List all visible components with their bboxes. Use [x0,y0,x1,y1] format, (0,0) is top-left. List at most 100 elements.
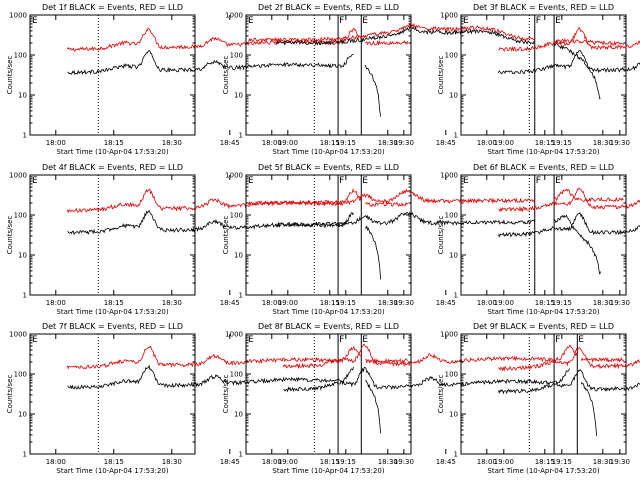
x-tick-label: 19:30 [610,299,630,307]
x-tick-label: 18:15 [320,299,340,307]
events-curve [553,214,601,275]
x-axis-label: Start Time (10-Apr-04 17:53:20) [56,308,168,316]
marker-label: E [248,176,254,186]
events-curve [498,212,640,238]
lld-curve [365,201,409,208]
events-curve [553,42,601,100]
x-tick-label: 18:15 [104,139,124,147]
panel-title: Det 7f BLACK = Events, RED = LLD [42,322,183,331]
x-tick-label: 18:45 [220,458,240,466]
plot-frame [245,333,412,455]
plot-frame [29,174,196,296]
x-tick-label: 18:30 [162,139,182,147]
marker-label: E [32,176,38,186]
marker-label: F [339,176,344,186]
chart-panel-8: Det 8f BLACK = Events, RED = LLD 1 10 100 10… [222,322,630,475]
x-tick-label: 18:45 [436,458,456,466]
x-tick-label: 18:30 [378,299,398,307]
x-tick-label: 18:00 [477,458,497,466]
lld-curve [67,27,362,52]
marker-label: E [248,16,254,26]
x-axis-label: Start Time (10-Apr-04 17:53:20) [272,467,384,475]
lld-curve [365,357,408,365]
x-tick-label: 18:45 [220,139,240,147]
marker-label: E [463,335,469,345]
y-tick-label: 1 [23,292,27,300]
y-tick-label: 10 [234,92,243,100]
x-tick-label: 18:00 [477,139,497,147]
y-tick-label: 10 [449,92,458,100]
x-tick-label: 18:30 [378,458,398,466]
y-axis-label: Counts/sec [6,375,14,414]
y-tick-label: 100 [445,52,458,60]
y-tick-label: 1 [454,451,458,459]
x-axis-label: Start Time (10-Apr-04 17:53:20) [272,308,384,316]
lld-curve [498,347,640,372]
marker-label: E [463,16,469,26]
chart-panel-3: Det 3f BLACK = Events, RED = LLD 1 10 100 10… [437,3,640,156]
y-tick-label: 100 [14,212,27,220]
events-curve [275,25,535,46]
y-tick-label: 1 [239,451,243,459]
y-tick-label: 10 [18,92,27,100]
marker-label: F [536,16,541,26]
x-tick-label: 19:15 [552,299,572,307]
plot-frame [245,14,412,136]
plot-frame [460,174,627,296]
marker-label: E [555,176,561,186]
x-tick-label: 18:15 [535,458,555,466]
x-axis-label: Start Time (10-Apr-04 17:53:20) [487,308,599,316]
panel-title: Det 2f BLACK = Events, RED = LLD [258,3,399,12]
panel-title: Det 1f BLACK = Events, RED = LLD [42,3,183,12]
y-axis-label: Counts/sec [437,375,445,414]
x-tick-label: 19:15 [552,139,572,147]
y-tick-label: 10 [234,411,243,419]
events-curve [364,64,381,117]
y-tick-label: 1000 [440,12,458,20]
x-tick-label: 18:15 [320,458,340,466]
lld-curve [553,188,624,203]
x-tick-label: 19:30 [394,458,414,466]
events-curve [364,224,381,280]
panel-title: Det 4f BLACK = Events, RED = LLD [42,163,183,172]
x-tick-label: 18:45 [220,299,240,307]
x-tick-label: 18:00 [46,458,66,466]
x-tick-label: 18:15 [535,139,555,147]
y-axis-label: Counts/sec [6,216,14,255]
y-tick-label: 1000 [225,12,243,20]
y-tick-label: 100 [230,212,243,220]
panel-title: Det 6f BLACK = Events, RED = LLD [473,163,614,172]
y-tick-label: 10 [449,252,458,260]
x-tick-label: 18:30 [593,139,613,147]
chart-panel-1: Det 1f BLACK = Events, RED = LLD 1 10 100 10… [6,3,414,156]
x-axis-label: Start Time (10-Apr-04 17:53:20) [487,467,599,475]
y-tick-label: 1000 [225,172,243,180]
x-tick-label: 18:30 [378,139,398,147]
x-tick-label: 19:00 [278,139,298,147]
marker-label: F [339,335,344,345]
y-tick-label: 1000 [9,12,27,20]
panel-title: Det 3f BLACK = Events, RED = LLD [473,3,614,12]
plot-frame [460,14,627,136]
x-tick-label: 18:30 [162,458,182,466]
panel-title: Det 5f BLACK = Events, RED = LLD [258,163,399,172]
marker-label: E [32,16,38,26]
marker-label: E [578,335,584,345]
lld-curve [67,345,362,370]
chart-panel-9: Det 9f BLACK = Events, RED = LLD 1 10 100 10… [437,322,640,475]
plot-frame [460,333,627,455]
panel-title: Det 8f BLACK = Events, RED = LLD [258,322,399,331]
chart-panel-5: Det 5f BLACK = Events, RED = LLD 1 10 100 10… [222,163,630,316]
y-tick-label: 1000 [225,331,243,339]
x-tick-label: 19:15 [336,458,356,466]
x-tick-label: 19:15 [336,299,356,307]
y-tick-label: 100 [230,371,243,379]
plot-frame [29,333,196,455]
y-tick-label: 100 [230,52,243,60]
x-tick-label: 18:30 [593,458,613,466]
lld-curve [248,188,536,207]
x-tick-label: 19:00 [494,458,514,466]
x-axis-label: Start Time (10-Apr-04 17:53:20) [487,148,599,156]
x-tick-label: 18:30 [593,299,613,307]
